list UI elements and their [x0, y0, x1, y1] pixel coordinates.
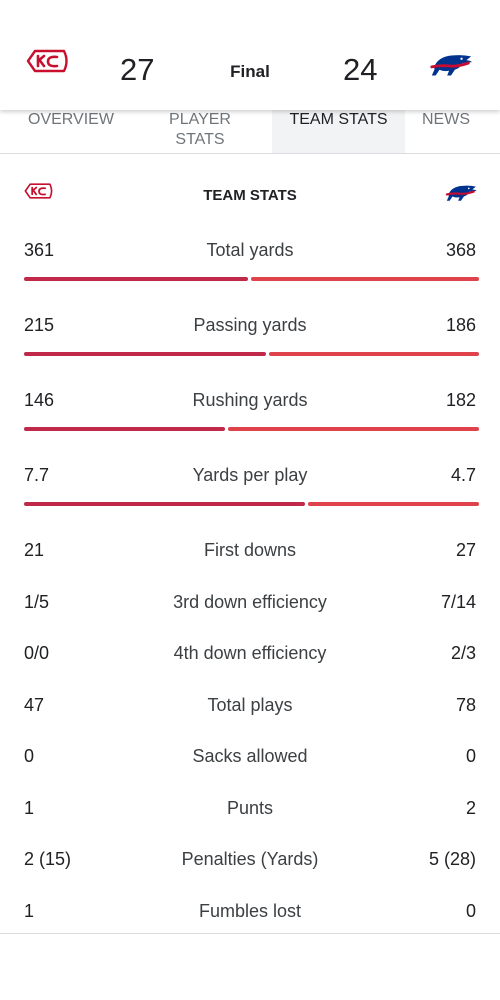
stat-row: 0/0 4th down efficiency 2/3 [24, 643, 479, 667]
stat-comparison-bar [24, 277, 479, 281]
away-stat-value: 7/14 [440, 592, 476, 612]
game-status: Final [230, 62, 270, 81]
stat-label: Fumbles lost [198, 901, 302, 921]
away-bar-segment [269, 352, 479, 356]
stat-row: 0 Sacks allowed 0 [24, 746, 479, 770]
away-stat-value: 186 [445, 315, 476, 335]
home-stat-value: 1 [24, 798, 35, 818]
home-score: 27 [120, 52, 155, 87]
away-stat-value: 182 [445, 390, 476, 410]
away-score: 24 [343, 52, 378, 87]
stat-label: 3rd down efficiency [173, 592, 327, 612]
home-stat-value: 0 [24, 746, 35, 766]
stat-row-bar: 7.7 Yards per play 4.7 [24, 465, 479, 511]
stat-row-bar: 146 Rushing yards 182 [24, 390, 479, 436]
home-stat-value: 2 (15) [24, 849, 72, 869]
divider [0, 933, 500, 934]
away-stat-value: 27 [455, 540, 476, 560]
home-bar-segment [24, 277, 248, 281]
tab-bar: OVERVIEW PLAYER STATS TEAM STATS NEWS [0, 110, 500, 154]
away-stat-value: 368 [445, 240, 476, 260]
tab-player-stats[interactable]: PLAYER STATS [169, 111, 231, 148]
stat-label: Yards per play [192, 465, 308, 485]
home-stat-value: 21 [24, 540, 45, 560]
away-stat-value: 78 [455, 695, 476, 715]
team-stats-header: TEAM STATS [0, 170, 500, 218]
tab-news[interactable]: NEWS [422, 111, 470, 128]
home-stat-value: 1/5 [24, 592, 50, 612]
stat-row: 1 Fumbles lost 0 [24, 901, 479, 925]
stat-label: Penalties (Yards) [181, 849, 319, 869]
stat-row: 1/5 3rd down efficiency 7/14 [24, 592, 479, 616]
away-stat-value: 0 [465, 746, 476, 766]
away-stat-value: 0 [465, 901, 476, 921]
stat-label: First downs [203, 540, 297, 560]
away-bar-segment [251, 277, 479, 281]
stat-label: Passing yards [193, 315, 307, 335]
home-stat-value: 47 [24, 695, 45, 715]
away-bar-segment [308, 502, 479, 506]
stat-comparison-bar [24, 427, 479, 431]
stat-row: 21 First downs 27 [24, 540, 479, 564]
tab-team-stats[interactable]: TEAM STATS [272, 110, 405, 153]
stat-row: 47 Total plays 78 [24, 695, 479, 719]
stat-comparison-bar [24, 352, 479, 356]
away-stat-value: 2/3 [450, 643, 476, 663]
home-stat-value: 146 [24, 390, 55, 410]
away-stat-value: 2 [465, 798, 476, 818]
away-stat-value: 5 (28) [428, 849, 476, 869]
stat-comparison-bar [24, 502, 479, 506]
stat-label: 4th down efficiency [173, 643, 327, 663]
home-stat-value: 361 [24, 240, 55, 260]
tab-overview[interactable]: OVERVIEW [28, 111, 114, 128]
stat-label: Sacks allowed [192, 746, 308, 766]
home-stat-value: 1 [24, 901, 35, 921]
home-stat-value: 0/0 [24, 643, 50, 663]
home-bar-segment [24, 502, 305, 506]
stat-label: Rushing yards [192, 390, 308, 410]
stat-row: 1 Punts 2 [24, 798, 479, 822]
home-bar-segment [24, 352, 266, 356]
stat-label: Punts [226, 798, 274, 818]
home-stat-value: 7.7 [24, 465, 50, 485]
stat-label: Total plays [207, 695, 293, 715]
stat-row-bar: 215 Passing yards 186 [24, 315, 479, 361]
away-bar-segment [228, 427, 479, 431]
bills-buffalo-icon [444, 182, 478, 209]
bills-buffalo-icon[interactable] [428, 50, 474, 85]
stat-row: 2 (15) Penalties (Yards) 5 (28) [24, 849, 479, 873]
stat-row-bar: 361 Total yards 368 [24, 240, 479, 286]
away-stat-value: 4.7 [450, 465, 476, 485]
home-bar-segment [24, 427, 225, 431]
game-header: 27 Final 24 [0, 0, 500, 110]
home-stat-value: 215 [24, 315, 55, 335]
section-title: TEAM STATS [203, 187, 297, 204]
stat-label: Total yards [206, 240, 294, 260]
